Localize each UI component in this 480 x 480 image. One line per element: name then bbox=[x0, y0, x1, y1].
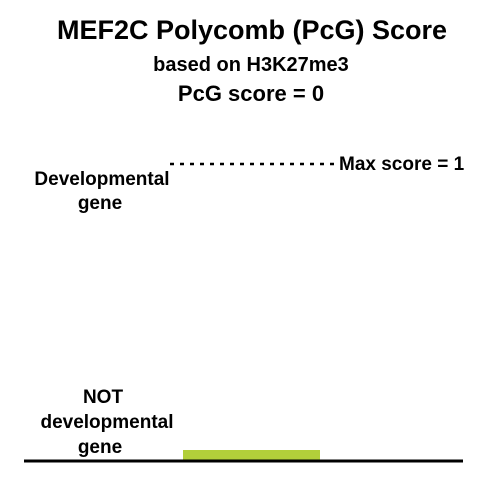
bottom-label-line-2: developmental bbox=[40, 412, 173, 433]
max-score-label: Max score = 1 bbox=[339, 154, 465, 175]
bottom-label-line-1: NOT bbox=[83, 387, 124, 408]
score-text: PcG score = 0 bbox=[178, 81, 324, 106]
top-label-line-1: Developmental bbox=[34, 169, 169, 190]
chart-title: MEF2C Polycomb (PcG) Score bbox=[57, 15, 447, 45]
chart-subtitle: based on H3K27me3 bbox=[153, 54, 349, 76]
top-label-line-2: gene bbox=[78, 193, 122, 214]
score-bar bbox=[183, 450, 320, 461]
bottom-label-line-3: gene bbox=[78, 437, 122, 458]
